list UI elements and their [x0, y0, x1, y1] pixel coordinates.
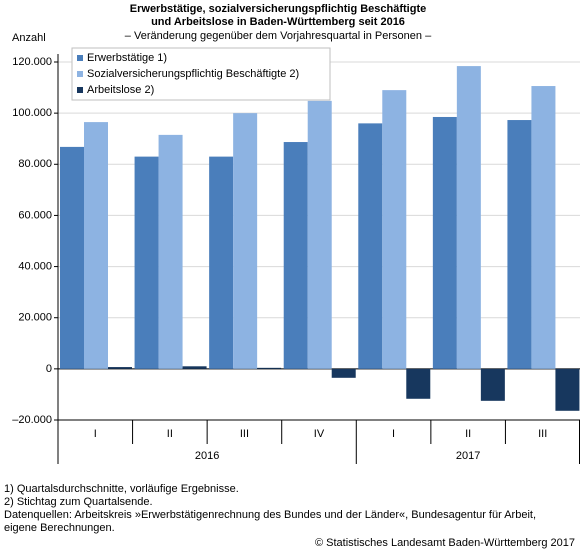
legend-label: Sozialversicherungspflichtig Beschäftigt… [87, 68, 299, 80]
y-tick-label: 100.000 [12, 107, 52, 119]
y-axis-label: Anzahl [12, 32, 46, 44]
y-tick-label: 120.000 [12, 56, 52, 68]
bar [134, 156, 159, 369]
chart-subtitle: – Veränderung gegenüber dem Vorjahresqua… [125, 30, 432, 42]
note: 2) Stichtag zum Quartalsende. [4, 496, 153, 508]
notes: 1) Quartalsdurchschnitte, vorläufige Erg… [4, 483, 564, 535]
bar [531, 86, 556, 369]
bar [456, 66, 481, 369]
bar [307, 100, 332, 369]
bar [406, 368, 431, 399]
legend-swatch [77, 55, 83, 61]
bar [182, 366, 207, 369]
bar [283, 142, 308, 369]
legend: Erwerbstätige 1) Sozialversicherungspflic… [71, 47, 331, 101]
x-tick-label: III [538, 428, 547, 440]
legend-label: Arbeitslose 2) [87, 84, 154, 96]
x-tick-label: II [465, 428, 471, 440]
bar [108, 367, 132, 369]
bar [480, 368, 505, 401]
bar [257, 367, 282, 369]
bar [432, 116, 457, 369]
bar [382, 90, 407, 369]
x-tick-label: I [392, 428, 395, 440]
y-tick-label: 80.000 [18, 158, 52, 170]
bar [233, 113, 258, 369]
bar [507, 120, 532, 369]
y-tick-label: 0 [46, 363, 52, 375]
bar [209, 156, 234, 369]
group-label: 2017 [456, 450, 480, 462]
chart: Erwerbstätige, sozialversicherungspflich… [12, 3, 580, 464]
note: 1) Quartalsdurchschnitte, vorläufige Erg… [4, 483, 239, 495]
y-tick-label: 20.000 [18, 312, 52, 324]
x-tick-label: I [94, 428, 97, 440]
y-tick-label: –20.000 [12, 414, 52, 426]
bar [60, 146, 84, 369]
bar [158, 134, 183, 369]
x-tick-label: II [167, 428, 173, 440]
bar [555, 368, 580, 411]
bar [358, 123, 383, 369]
legend-label: Erwerbstätige 1) [87, 52, 167, 64]
x-tick-label: III [240, 428, 249, 440]
note: Datenquellen: Arbeitskreis »Erwerbstätig… [4, 509, 537, 534]
legend-swatch [77, 87, 83, 93]
legend-swatch [77, 71, 83, 77]
legend-box [71, 47, 331, 101]
y-tick-label: 40.000 [18, 260, 52, 272]
y-tick-label: 60.000 [18, 209, 52, 221]
chart-title: Erwerbstätige, sozialversicherungspflich… [130, 3, 426, 15]
group-label: 2016 [195, 450, 219, 462]
x-tick-label: IV [314, 428, 325, 440]
copyright: © Statistisches Landesamt Baden-Württemb… [314, 537, 575, 549]
bar [331, 368, 356, 378]
bar [84, 122, 108, 369]
chart-title: und Arbeitslose in Baden-Württemberg sei… [151, 16, 405, 28]
